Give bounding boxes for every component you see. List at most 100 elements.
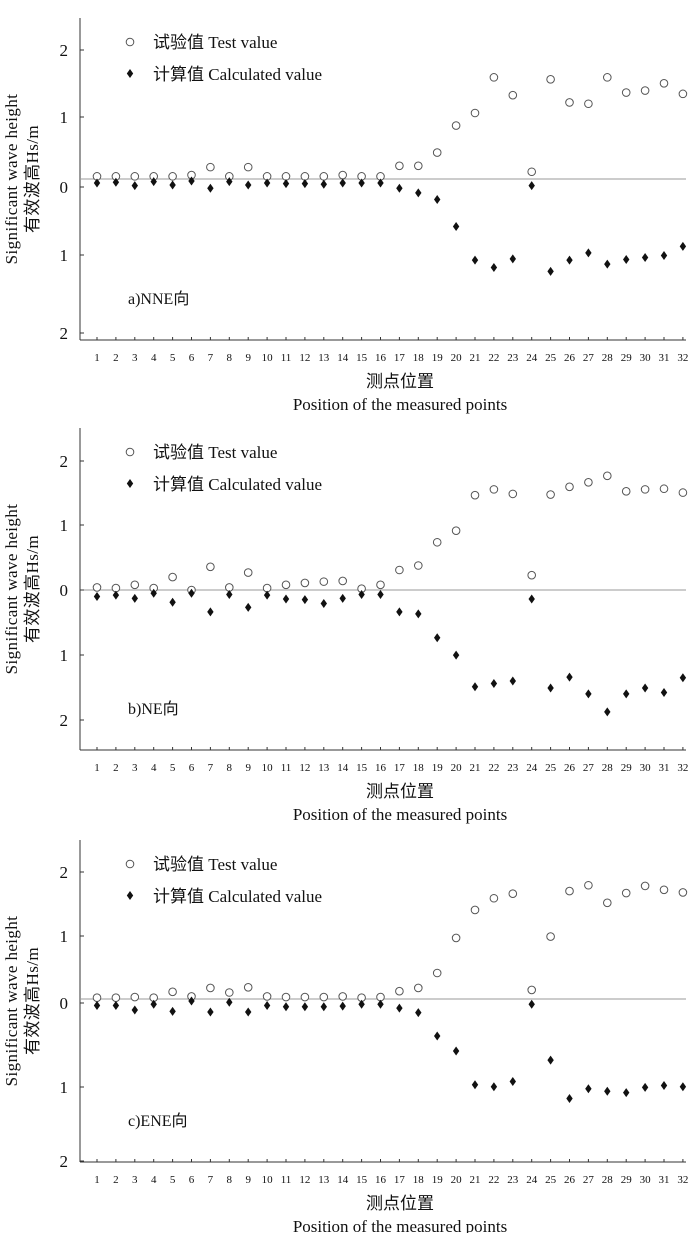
test-value-point — [659, 484, 669, 494]
calculated-value-point — [150, 999, 157, 1009]
test-value-point — [92, 583, 102, 592]
calculated-value-point — [226, 177, 233, 187]
legend-calc-label: 计算值 Calculated value — [153, 887, 322, 906]
calculated-value-point — [641, 253, 649, 263]
calculated-value-point — [207, 607, 214, 617]
y-tick-label: 1 — [60, 516, 69, 535]
calculated-value-point — [93, 1001, 101, 1010]
x-tick-label: 22 — [488, 762, 499, 774]
x-tick-label: 2 — [113, 762, 119, 774]
x-tick-label: 15 — [356, 762, 368, 774]
test-value-point — [489, 485, 499, 494]
calculated-value-point — [623, 1088, 630, 1098]
x-tick-label: 2 — [113, 1174, 119, 1186]
calculated-value-point — [112, 590, 120, 600]
calculated-value-point — [301, 179, 309, 189]
calculated-value-point — [566, 255, 573, 265]
x-tick-label: 12 — [299, 762, 310, 774]
calculated-value-point — [434, 194, 441, 204]
x-tick-label: 25 — [545, 762, 557, 774]
x-tick-label: 27 — [583, 762, 595, 774]
x-tick-label: 5 — [170, 352, 176, 364]
x-tick-label: 6 — [189, 1174, 195, 1186]
calculated-value-point — [471, 255, 479, 265]
x-tick-label: 32 — [677, 1174, 688, 1186]
x-tick-label: 8 — [227, 762, 233, 774]
calculated-value-point — [679, 673, 687, 683]
test-value-point — [92, 993, 102, 1003]
test-value-point — [395, 565, 404, 575]
test-value-point — [432, 148, 442, 157]
calculated-value-point — [282, 594, 290, 604]
x-tick-label: 31 — [659, 1174, 670, 1186]
calculated-value-point — [301, 1002, 309, 1012]
x-axis-title-zh: 测点位置 — [366, 782, 434, 801]
test-value-point — [489, 73, 499, 82]
x-tick-label: 8 — [227, 352, 233, 364]
y-axis-title-en: Significant wave height — [2, 504, 21, 675]
calculated-value-point — [396, 607, 403, 617]
test-value-point — [565, 98, 574, 107]
test-value-point — [470, 108, 480, 118]
x-tick-label: 28 — [602, 352, 614, 364]
x-tick-label: 30 — [640, 1174, 652, 1186]
x-tick-label: 9 — [245, 762, 251, 774]
calculated-value-point — [604, 259, 611, 269]
x-tick-label: 21 — [470, 352, 481, 364]
calculated-value-point — [547, 1055, 554, 1065]
y-tick-label: 1 — [60, 246, 69, 265]
x-tick-label: 28 — [602, 1174, 614, 1186]
test-value-point — [508, 889, 518, 899]
test-value-point — [168, 172, 177, 181]
calculated-value-point — [169, 1006, 176, 1016]
legend-calc-label: 计算值 Calculated value — [153, 475, 322, 494]
calculated-value-point — [415, 609, 422, 619]
y-tick-label: 2 — [60, 324, 69, 343]
calculated-value-point — [93, 178, 101, 188]
calculated-value-point — [623, 255, 630, 265]
x-tick-label: 9 — [245, 352, 251, 364]
calculated-value-point — [452, 1046, 460, 1056]
calculated-value-point — [509, 676, 516, 686]
calculated-value-point — [207, 1007, 214, 1017]
calculated-value-point — [377, 999, 384, 1009]
x-tick-label: 15 — [356, 1174, 368, 1186]
calculated-value-point — [528, 181, 535, 191]
calculated-value-point — [585, 248, 592, 258]
x-tick-label: 32 — [677, 762, 688, 774]
calculated-value-point — [320, 179, 327, 189]
calculated-value-point — [434, 1031, 441, 1041]
x-tick-label: 30 — [640, 352, 652, 364]
y-tick-label: 2 — [60, 711, 69, 730]
calculated-value-point — [604, 1086, 611, 1096]
x-tick-label: 13 — [318, 762, 330, 774]
x-tick-label: 4 — [151, 352, 157, 364]
test-value-point — [130, 580, 140, 590]
test-value-point — [168, 572, 177, 582]
test-value-point — [395, 986, 404, 996]
x-tick-label: 10 — [262, 762, 274, 774]
test-value-point — [565, 482, 574, 492]
x-tick-label: 15 — [356, 352, 368, 364]
x-tick-label: 28 — [602, 762, 614, 774]
x-tick-label: 19 — [432, 762, 444, 774]
calculated-value-point — [660, 688, 668, 698]
test-value-point — [621, 888, 631, 898]
x-tick-label: 22 — [488, 1174, 499, 1186]
test-value-point — [206, 983, 215, 993]
x-tick-label: 5 — [170, 1174, 176, 1186]
y-tick-label: 1 — [60, 646, 69, 665]
calculated-value-point — [320, 599, 327, 609]
test-value-point — [338, 576, 348, 586]
test-value-point — [281, 992, 291, 1002]
calculated-value-point — [112, 177, 120, 187]
x-tick-label: 16 — [375, 352, 387, 364]
test-value-point — [584, 880, 593, 890]
x-tick-label: 11 — [281, 762, 292, 774]
calculated-value-point — [623, 689, 630, 699]
calculated-value-point — [282, 179, 290, 189]
calculated-value-point — [641, 683, 649, 693]
calculated-value-point — [245, 180, 252, 190]
calculated-value-point — [585, 1084, 592, 1094]
